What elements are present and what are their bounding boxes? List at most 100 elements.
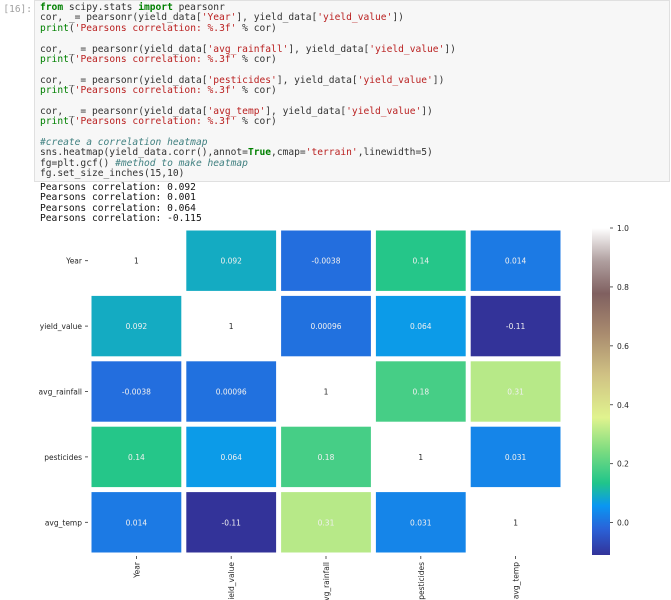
code-token: 'yield_value' — [346, 105, 422, 117]
code-token: cor, _ = pearsonr(yield_data[ — [40, 105, 208, 117]
heatmap-cell — [281, 230, 371, 291]
colorbar-tick-label: 0.2 — [617, 460, 629, 469]
code-token: fg=plt.gcf() — [40, 157, 116, 169]
code-token: 'Pearsons correlation: %.3f' — [74, 53, 237, 65]
code-line: fg.set_size_inches(15,10) — [40, 169, 456, 179]
code-token: print — [40, 85, 69, 97]
cell-output-text: Pearsons correlation: 0.092 Pearsons corr… — [40, 182, 202, 225]
code-line: print('Pearsons correlation: %.3f' % cor… — [40, 22, 456, 34]
heatmap-cell-annotation: 0.064 — [220, 453, 242, 462]
code-editor[interactable]: from scipy.stats import pearsonr cor, _= … — [40, 2, 456, 180]
heatmap-cell — [186, 492, 277, 553]
heatmap-cell-annotation: -0.0038 — [122, 388, 151, 397]
heatmap-cell — [375, 230, 466, 291]
heatmap-cell — [375, 492, 466, 553]
code-token: ,linewidth=5) — [357, 147, 433, 159]
heatmap-cell-annotation: 0.031 — [505, 453, 527, 462]
y-tick-label: Year — [65, 257, 83, 266]
heatmap-cell-annotation: 0.014 — [505, 257, 527, 266]
code-token: ]) — [432, 74, 445, 86]
code-token: scipy.stats — [63, 2, 139, 13]
heatmap-cell-annotation: 0.031 — [410, 518, 432, 527]
heatmap-cell-annotation: 0.092 — [220, 257, 242, 266]
code-token: #create a correlation heatmap — [40, 137, 208, 149]
heatmap-cell — [470, 426, 561, 488]
heatmap-cell-annotation: 1 — [134, 257, 139, 266]
code-token: ]) — [444, 43, 456, 55]
heatmap-cell — [375, 426, 466, 488]
code-token: cor, _ = pearsonr(yield_data[ — [40, 43, 208, 55]
heatmap-cell-annotation: 0.18 — [412, 388, 429, 397]
heatmap-cell — [186, 295, 277, 357]
code-line: sns.heatmap(yield_data.corr(),annot=True… — [40, 148, 456, 158]
code-token: ], yield_data[ — [236, 12, 318, 24]
heatmap-cell-annotation: 0.18 — [318, 453, 335, 462]
code-token: sns.heatmap(yield_data.corr(),annot= — [40, 147, 248, 159]
code-token: 'avg_temp' — [207, 105, 266, 117]
code-line: cor, _ = pearsonr(yield_data['avg_temp']… — [40, 105, 456, 117]
heatmap-cell-annotation: 0.064 — [410, 322, 432, 331]
code-token: 'yield_value' — [317, 12, 393, 24]
colorbar-tick-label: 0.0 — [617, 519, 629, 528]
code-token: import — [138, 2, 173, 13]
x-tick-label: Year — [132, 561, 141, 579]
y-tick-label: avg_temp — [45, 518, 82, 527]
code-token: ], yield_data[ — [265, 105, 347, 117]
code-line: print('Pearsons correlation: %.3f' % cor… — [40, 53, 456, 65]
code-line: fg=plt.gcf() #method to make heatmap — [40, 157, 456, 169]
heatmap-cell-annotation: 0.14 — [128, 453, 145, 462]
y-tick-label: pesticides — [44, 453, 82, 462]
heatmap-cell-annotation: -0.11 — [221, 518, 241, 527]
heatmap-cell — [186, 426, 277, 488]
heatmap-cell — [186, 361, 277, 422]
heatmap-cell — [470, 230, 561, 291]
code-token: 'yield_value' — [357, 74, 433, 86]
code-token: print — [40, 116, 69, 128]
heatmap-cell — [91, 230, 182, 291]
code-token: 'Year' — [201, 12, 237, 24]
code-token: % cor) — [236, 85, 277, 97]
colorbar-tick-label: 0.8 — [617, 283, 629, 292]
colorbar-tick-label: 0.4 — [617, 401, 629, 410]
code-token: % cor) — [236, 116, 277, 128]
heatmap-cell-annotation: 0.092 — [126, 322, 148, 331]
output-line: Pearsons correlation: 0.001 — [40, 192, 196, 204]
code-token: from — [40, 2, 64, 13]
heatmap-cell-annotation: 0.00096 — [216, 388, 247, 397]
heatmap-cell — [281, 361, 371, 422]
heatmap-cell-annotation: 0.14 — [412, 257, 429, 266]
code-line: cor, _ = pearsonr(yield_data['avg_rainfa… — [40, 43, 456, 55]
output-line: Pearsons correlation: 0.092 — [40, 182, 196, 193]
code-token: cor, _ = pearsonr(yield_data[ — [40, 74, 208, 86]
colorbar-tick-label: 0.6 — [617, 342, 629, 351]
code-token: % cor) — [236, 53, 277, 65]
code-token: print — [40, 22, 69, 34]
code-token: ,cmap= — [271, 147, 306, 159]
code-token: % cor) — [236, 22, 277, 34]
heatmap-cell-annotation: 1 — [324, 388, 329, 397]
code-token: print — [40, 53, 69, 65]
heatmap-cell — [186, 230, 277, 291]
heatmap-cell — [281, 492, 371, 553]
code-token: ( — [68, 22, 75, 34]
heatmap-cell-annotation: 1 — [418, 453, 423, 462]
code-token: 'yield_value' — [369, 43, 445, 55]
code-line: print('Pearsons correlation: %.3f' % cor… — [40, 117, 456, 127]
colorbar — [592, 228, 610, 555]
heatmap-cell — [470, 295, 561, 357]
code-token: ( — [68, 85, 75, 97]
heatmap-cell-annotation: -0.11 — [506, 322, 526, 331]
x-tick-label: yield_value — [227, 562, 236, 600]
heatmap-cell-annotation: 0.014 — [126, 518, 148, 527]
code-line: cor, _= pearsonr(yield_data['Year'], yie… — [40, 13, 456, 23]
code-token: 'terrain' — [305, 147, 358, 159]
heatmap-cell-annotation: 1 — [229, 322, 234, 331]
heatmap-cell — [281, 295, 371, 357]
code-cell-input[interactable] — [34, 0, 670, 182]
heatmap-cell — [91, 492, 182, 553]
heatmap-cell — [281, 426, 371, 488]
y-tick-label: yield_value — [40, 322, 83, 331]
code-token: ]) — [421, 105, 433, 117]
code-token: 'Pearsons correlation: %.3f' — [74, 22, 237, 34]
code-token: 'pesticides' — [207, 74, 277, 86]
